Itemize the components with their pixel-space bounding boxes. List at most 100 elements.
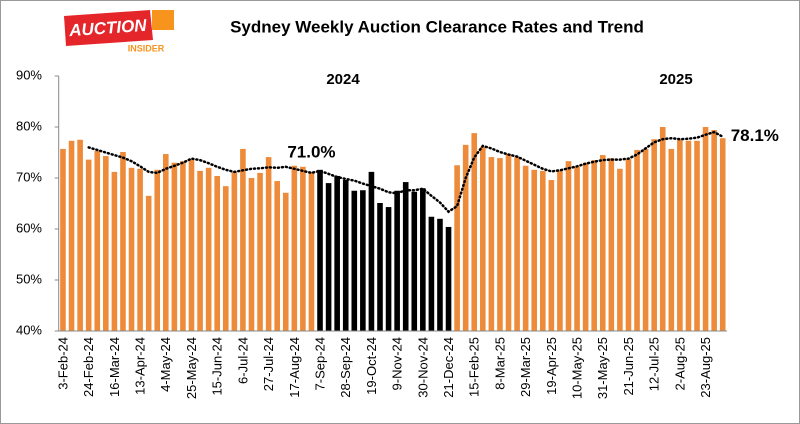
bar xyxy=(445,226,452,331)
bar xyxy=(480,146,486,331)
bar xyxy=(334,175,340,331)
bar xyxy=(514,157,520,331)
bar xyxy=(180,161,186,331)
x-tick-label: 19-Apr-25 xyxy=(544,337,559,395)
x-tick-label: 23-Aug-25 xyxy=(698,337,713,398)
bar xyxy=(651,139,657,331)
bar xyxy=(668,148,675,331)
x-tick-label: 21-Dec-24 xyxy=(441,337,456,398)
year-label: 2025 xyxy=(659,71,692,88)
bar xyxy=(617,168,623,331)
bar xyxy=(694,140,700,331)
bar xyxy=(702,127,709,331)
y-tick-label: 50% xyxy=(16,271,42,286)
bar xyxy=(591,160,597,331)
logo: AUCTION INSIDER xyxy=(64,10,174,53)
bar xyxy=(265,157,272,331)
bar xyxy=(282,192,289,331)
x-tick-label: 10-May-25 xyxy=(569,337,584,399)
y-tick-label: 80% xyxy=(16,118,42,133)
bar xyxy=(522,165,529,331)
bar xyxy=(497,158,503,331)
bar xyxy=(162,154,169,331)
bar xyxy=(565,161,572,331)
bar xyxy=(137,168,143,331)
bar xyxy=(462,144,469,331)
x-tick-label: 6-Jul-24 xyxy=(235,337,250,384)
bar xyxy=(454,165,460,331)
bar xyxy=(145,195,152,331)
y-tick-label: 70% xyxy=(16,169,42,184)
bar xyxy=(188,159,195,331)
bar xyxy=(377,202,383,331)
y-tick-label: 90% xyxy=(16,67,42,82)
bar xyxy=(505,154,512,331)
bar xyxy=(488,157,495,331)
bar xyxy=(428,216,435,331)
bar xyxy=(420,188,426,331)
bar xyxy=(214,175,221,331)
bar xyxy=(557,170,563,331)
x-tick-label: 7-Sep-24 xyxy=(312,337,327,390)
bar xyxy=(368,171,375,331)
bar xyxy=(274,181,280,331)
trend-label: 71.0% xyxy=(287,142,335,161)
x-tick-label: 13-Apr-24 xyxy=(133,337,148,395)
y-tick-label: 40% xyxy=(16,322,42,337)
bar xyxy=(411,191,418,331)
bar xyxy=(308,171,315,331)
bar xyxy=(599,155,606,331)
bar xyxy=(402,182,409,331)
x-tick-label: 9-Nov-24 xyxy=(390,337,405,390)
bar xyxy=(342,180,349,331)
x-tick-label: 16-Mar-24 xyxy=(107,337,122,397)
bar xyxy=(197,170,203,331)
x-tick-label: 12-Jul-25 xyxy=(647,337,662,391)
bar xyxy=(539,170,546,331)
bar xyxy=(531,169,538,331)
x-tick-label: 15-Jun-24 xyxy=(210,337,225,396)
bar xyxy=(291,165,298,331)
bar xyxy=(608,158,615,331)
x-tick-label: 17-Aug-24 xyxy=(287,337,302,398)
trend-line xyxy=(87,130,724,214)
x-tick-label: 29-Mar-25 xyxy=(518,337,533,397)
bar xyxy=(111,171,118,331)
bar xyxy=(257,172,263,331)
x-tick-label: 30-Nov-24 xyxy=(415,337,430,398)
bar xyxy=(574,166,580,331)
bar xyxy=(385,207,392,331)
bar xyxy=(394,190,400,331)
x-tick-label: 24-Feb-24 xyxy=(81,337,96,397)
bar xyxy=(171,162,178,331)
logo-tagline: INSIDER xyxy=(128,43,165,53)
bar xyxy=(222,186,229,331)
bar xyxy=(94,150,101,331)
bar xyxy=(300,166,306,331)
x-tick-label: 3-Feb-24 xyxy=(55,337,70,390)
x-tick-label: 2-Aug-25 xyxy=(672,337,687,390)
bar xyxy=(625,159,632,331)
bar xyxy=(68,140,75,331)
bar xyxy=(205,167,212,331)
x-tick-label: 28-Sep-24 xyxy=(338,337,353,398)
bar xyxy=(360,190,366,331)
x-tick-label: 19-Oct-24 xyxy=(364,337,379,395)
bar xyxy=(685,140,692,331)
bar xyxy=(231,171,238,331)
bar xyxy=(248,178,255,331)
bar xyxy=(634,149,640,331)
x-tick-label: 4-May-24 xyxy=(158,337,173,392)
bar xyxy=(240,148,246,331)
x-tick-label: 8-Mar-25 xyxy=(492,337,507,390)
bar xyxy=(711,130,717,331)
bar xyxy=(60,148,66,331)
bar xyxy=(719,138,726,331)
bar xyxy=(548,180,555,331)
bar xyxy=(128,167,135,331)
year-label: 2024 xyxy=(326,71,360,88)
y-tick-label: 60% xyxy=(16,220,42,235)
bar xyxy=(120,151,126,331)
